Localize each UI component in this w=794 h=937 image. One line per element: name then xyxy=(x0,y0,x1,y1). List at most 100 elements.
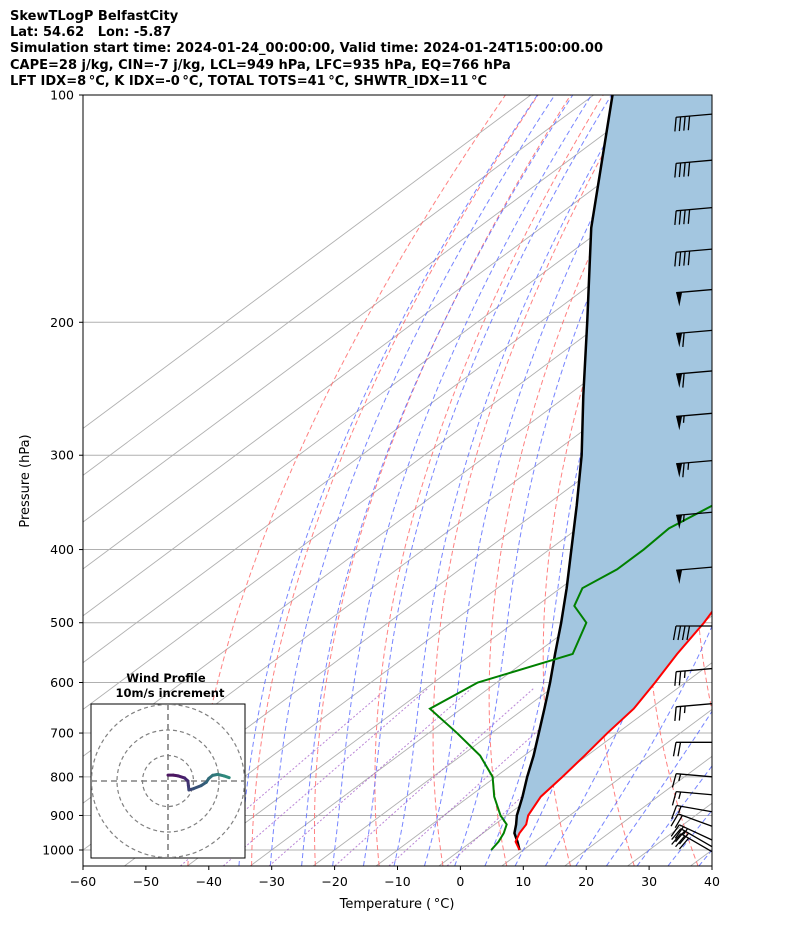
wind-barb xyxy=(674,207,713,226)
barb-full xyxy=(674,826,684,839)
profile-lines xyxy=(428,95,712,851)
barb-flag xyxy=(676,569,683,585)
barb-full xyxy=(675,835,686,848)
barb-full xyxy=(683,209,686,225)
x-tick-label: −60 xyxy=(70,874,96,889)
barb-full xyxy=(687,116,691,131)
dry-adiabat-line xyxy=(488,95,669,866)
wind-barb xyxy=(674,113,713,132)
wind-barb xyxy=(676,412,713,431)
barb-full xyxy=(672,625,677,641)
barb-staff xyxy=(676,703,713,708)
dry-adiabat-line xyxy=(313,95,572,866)
barb-full xyxy=(674,252,677,267)
wind-barb xyxy=(672,741,712,757)
barb-staff xyxy=(677,813,713,827)
barb-full xyxy=(683,116,686,131)
wind-barb xyxy=(670,824,713,841)
barb-flag xyxy=(676,415,683,431)
barb-staff xyxy=(676,412,713,418)
y-tick-label: 500 xyxy=(50,615,74,630)
barb-full xyxy=(678,671,682,686)
barb-staff xyxy=(676,459,713,465)
barb-staff xyxy=(676,329,713,335)
isotherm-line xyxy=(83,240,712,711)
barb-full xyxy=(671,791,677,806)
wind-barb xyxy=(676,329,713,348)
y-tick-label: 100 xyxy=(50,88,74,103)
moist-adiabat-line xyxy=(301,95,574,866)
y-tick-label: 200 xyxy=(50,315,74,330)
barb-full xyxy=(683,162,686,177)
moist-adiabat-line xyxy=(667,809,712,866)
wind-barb xyxy=(676,566,713,585)
isotherm-line xyxy=(501,708,712,866)
moist-adiabat-line xyxy=(636,765,712,866)
barb-full xyxy=(670,824,680,837)
barb-full xyxy=(678,706,682,721)
barb-full xyxy=(674,671,677,686)
x-tick-label: 30 xyxy=(641,874,657,889)
location-line: Lat: 54.62 Lon: -5.87 xyxy=(10,25,172,41)
x-tick-label: −20 xyxy=(321,874,347,889)
barb-full xyxy=(671,833,682,845)
barb-flag xyxy=(676,292,683,307)
time-line: Simulation start time: 2024-01-24_00:00:… xyxy=(10,41,603,57)
x-tick-label: −40 xyxy=(196,874,222,889)
hodograph-subtitle: 10m/s increment xyxy=(116,686,225,700)
barb-full xyxy=(682,332,685,348)
chart-title: SkewTLogP BelfastCity xyxy=(10,9,179,24)
barb-flag xyxy=(676,373,683,388)
temperature-line xyxy=(514,610,712,851)
y-tick-label: 700 xyxy=(50,726,74,741)
barb-staff xyxy=(676,790,713,796)
x-tick-label: 20 xyxy=(578,874,594,889)
barb-full xyxy=(682,463,685,478)
barb-full xyxy=(683,251,686,266)
barb-full xyxy=(687,162,691,177)
x-tick-label: 40 xyxy=(704,874,720,889)
barb-staff xyxy=(676,288,713,294)
isotherm-line xyxy=(83,95,531,429)
cape-area xyxy=(514,95,712,842)
moist-adiabat-line xyxy=(269,95,556,866)
isotherm-line xyxy=(312,568,712,866)
dry-adiabat-line xyxy=(432,95,637,866)
barb-full xyxy=(671,828,682,840)
barb-staff xyxy=(676,773,713,778)
dry-adiabat-line xyxy=(788,95,794,866)
barb-staff xyxy=(676,113,713,118)
moist-adiabat-line xyxy=(423,95,658,866)
x-tick-label: 0 xyxy=(456,874,464,889)
x-tick-label: 10 xyxy=(515,874,531,889)
isotherm-line xyxy=(83,99,712,570)
x-tick-label: −10 xyxy=(384,874,410,889)
barb-flag xyxy=(676,332,683,348)
y-tick-label: 900 xyxy=(50,808,74,823)
wind-barb xyxy=(671,804,713,820)
x-axis-ticks: −60 −50 −40 −30 −20 −10 0 10 20 30 40 xyxy=(70,866,720,889)
barb-full xyxy=(678,162,682,178)
barb-full xyxy=(678,210,682,225)
moist-adiabat-line xyxy=(238,95,538,866)
barb-half xyxy=(678,791,682,800)
hodograph-plot xyxy=(91,704,245,858)
barb-full xyxy=(674,815,683,829)
barb-full xyxy=(672,742,677,757)
parcel-line xyxy=(513,95,614,851)
mixing-ratio-line xyxy=(334,688,534,866)
wind-barb xyxy=(672,625,712,641)
wind-barb xyxy=(670,813,713,829)
y-tick-label: 600 xyxy=(50,675,74,690)
barb-half xyxy=(683,670,686,679)
barb-full xyxy=(677,625,682,641)
moist-adiabat-line xyxy=(698,849,712,866)
hodograph-inset: Wind Profile 10m/s increment xyxy=(90,671,246,859)
dewpoint-line xyxy=(428,504,712,851)
barb-full xyxy=(674,163,677,178)
moist-adiabat-line xyxy=(332,95,592,866)
isotherm-line xyxy=(83,95,657,523)
barb-full xyxy=(671,773,677,788)
barb-full xyxy=(678,116,682,132)
